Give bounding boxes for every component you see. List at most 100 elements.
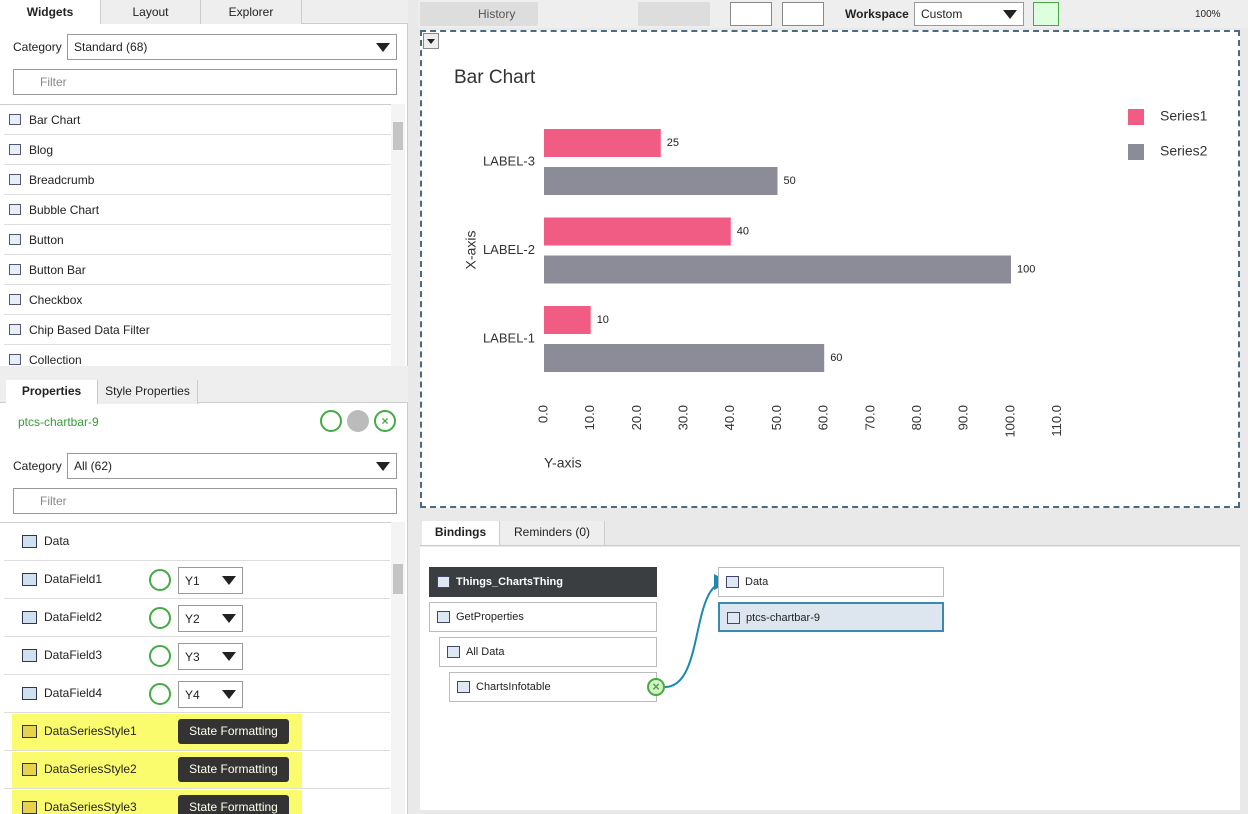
caret	[222, 576, 236, 585]
close-button[interactable]: ×	[374, 410, 396, 432]
tab[interactable]: Layout	[101, 0, 201, 24]
refresh-button[interactable]	[149, 607, 171, 629]
legend-swatch	[1128, 144, 1144, 160]
widget-item[interactable]: Bubble Chart	[4, 195, 392, 225]
icon	[437, 576, 450, 588]
scroll-thumb[interactable]	[393, 564, 403, 594]
state-formatting-button[interactable]: State Formatting	[178, 757, 289, 782]
caret	[222, 690, 236, 699]
scroll-thumb[interactable]	[393, 122, 403, 150]
property-row: Data	[4, 523, 390, 561]
icon	[22, 573, 37, 586]
category-label: LABEL-1	[483, 330, 535, 345]
widget-name: Button	[29, 233, 64, 247]
property-row: DataSeriesStyle2 State Formatting	[4, 751, 390, 789]
property-row: DataField1 Y1	[4, 561, 390, 599]
value-label: 100	[1017, 263, 1035, 275]
icon	[9, 264, 21, 275]
widget-item[interactable]: Chip Based Data Filter	[4, 315, 392, 345]
field-select[interactable]: Y1	[178, 567, 243, 594]
icon	[9, 174, 21, 185]
binding-node[interactable]: Data	[718, 567, 944, 597]
widget-item[interactable]: Button Bar	[4, 255, 392, 285]
field-select[interactable]: Y4	[178, 681, 243, 708]
node-label: ChartsInfotable	[476, 681, 551, 693]
widget-list: Bar Chart Blog Breadcrumb Bubble Chart Butto…	[0, 104, 392, 366]
widget-name: Chip Based Data Filter	[29, 323, 150, 337]
canvas-menu[interactable]	[423, 33, 439, 49]
filter-input[interactable]: Filter	[13, 69, 397, 95]
language-button[interactable]	[782, 2, 824, 26]
bar	[544, 217, 731, 246]
tab[interactable]: Bindings	[422, 521, 500, 545]
property-row: DataSeriesStyle3 State Formatting	[4, 789, 390, 814]
widget-item[interactable]: Blog	[4, 135, 392, 165]
icon	[22, 725, 37, 738]
icon	[9, 144, 21, 155]
binding-node[interactable]: ChartsInfotable	[449, 672, 657, 702]
widget-item[interactable]: Collection	[4, 345, 392, 366]
icon	[22, 649, 37, 662]
legend-swatch	[1128, 109, 1144, 125]
view-button[interactable]	[730, 2, 772, 26]
widget-item[interactable]: Breadcrumb	[4, 165, 392, 195]
widget-name: Bar Chart	[29, 113, 81, 127]
icon	[9, 294, 21, 305]
unbind-button[interactable]: ×	[647, 678, 665, 696]
tab[interactable]: Style Properties	[98, 380, 198, 404]
widget-item[interactable]: Button	[4, 225, 392, 255]
value-label: 60	[830, 352, 842, 364]
zoom: 100%	[1195, 9, 1221, 20]
scrollbar	[391, 104, 405, 366]
value: Custom	[921, 7, 963, 21]
state-formatting-button[interactable]: State Formatting	[178, 795, 289, 814]
binding-node[interactable]: GetProperties	[429, 602, 657, 632]
node-label: Data	[745, 576, 769, 588]
state-formatting-button[interactable]: State Formatting	[178, 719, 289, 744]
tab-bar: Widgets Layout Explorer	[0, 0, 408, 24]
property-name: DataField4	[44, 686, 103, 700]
category-select[interactable]: All (62)	[67, 453, 397, 479]
bar	[544, 167, 778, 195]
widget-name: Blog	[29, 143, 54, 157]
x-tick-label: 70.0	[862, 405, 877, 430]
widget-name: Bubble Chart	[29, 203, 100, 217]
placeholder: Filter	[40, 494, 67, 508]
icon	[22, 763, 37, 776]
y-axis-label: Y-axis	[544, 455, 582, 471]
property-row: DataField4 Y4	[4, 675, 390, 713]
tab[interactable]: Explorer	[201, 0, 302, 24]
share-button[interactable]	[320, 410, 342, 432]
legend-label: Series1	[1160, 108, 1208, 124]
category-select[interactable]: Standard (68)	[67, 34, 397, 60]
refresh-button[interactable]	[149, 683, 171, 705]
property-name: Data	[44, 534, 70, 548]
field-select[interactable]: Y2	[178, 605, 243, 632]
binding-node[interactable]: Things_ChartsThing	[429, 567, 657, 597]
tab[interactable]: Properties	[6, 380, 98, 404]
history-button[interactable]: History	[420, 2, 538, 26]
workspace-select[interactable]: Custom	[914, 2, 1024, 26]
select-tool[interactable]	[1033, 2, 1059, 26]
refresh-button[interactable]	[149, 569, 171, 591]
node-label: GetProperties	[456, 611, 524, 623]
widget-item[interactable]: Bar Chart	[4, 105, 392, 135]
field-select[interactable]: Y3	[178, 643, 243, 670]
tab[interactable]: Widgets	[0, 0, 101, 24]
tab-bar: Properties Style Properties	[0, 378, 408, 404]
x-tick-label: 100.0	[1002, 405, 1017, 438]
layout-buttons[interactable]	[638, 2, 710, 26]
tab[interactable]: Reminders (0)	[500, 521, 605, 545]
binding-node[interactable]: ptcs-chartbar-9	[718, 602, 944, 632]
settings-button[interactable]	[347, 410, 369, 432]
property-list: Data DataField1 Y1 DataField2 Y2 DataField3 Y3…	[0, 522, 392, 814]
widget-item[interactable]: Checkbox	[4, 285, 392, 315]
splitter[interactable]	[0, 366, 408, 378]
property-row: DataField2 Y2	[4, 599, 390, 637]
x-tick-label: 40.0	[722, 405, 737, 430]
widget-name: Checkbox	[29, 293, 83, 307]
category-label: LABEL-3	[483, 153, 535, 168]
binding-node[interactable]: All Data	[439, 637, 657, 667]
filter-input[interactable]: Filter	[13, 488, 397, 514]
refresh-button[interactable]	[149, 645, 171, 667]
